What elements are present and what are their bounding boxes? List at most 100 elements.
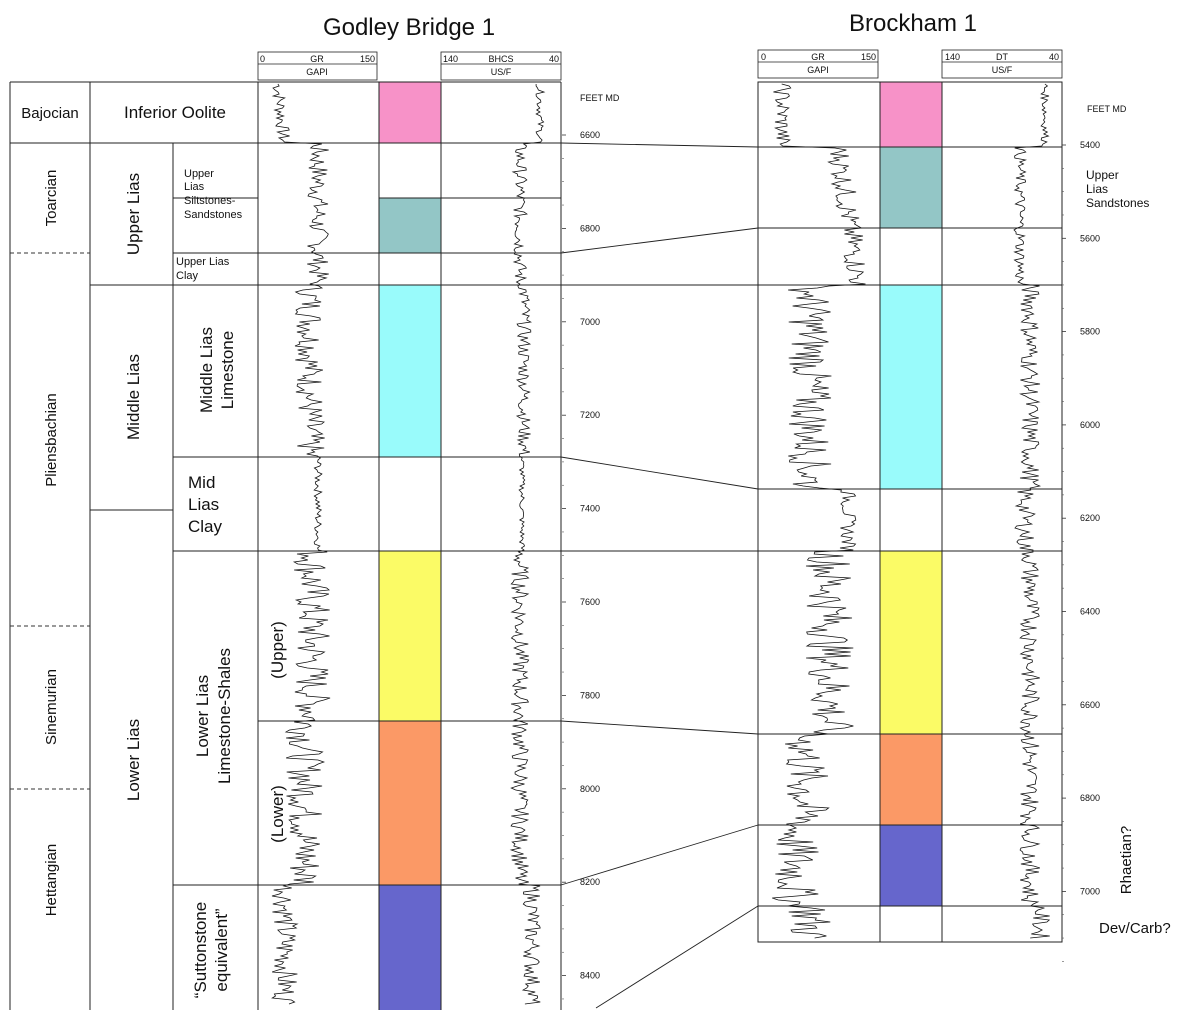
correlation-lines — [560, 142, 759, 1009]
depth-label: 8000 — [580, 784, 600, 794]
stage-pliensbachian: Pliensbachian — [43, 393, 60, 486]
label-dev-carb: Dev/Carb? — [1099, 920, 1171, 937]
depth-label: 7800 — [580, 690, 600, 700]
sonic-curve-right — [1013, 83, 1051, 939]
stage-hettangian: Hettangian — [43, 844, 60, 917]
zone-upper-lias-sandstones-right — [880, 147, 942, 228]
svg-text:Clay: Clay — [176, 270, 199, 282]
svg-text:Middle Lias: Middle Lias — [197, 327, 216, 413]
fm-upper-lias-clay: Upper Lias Clay — [176, 256, 230, 282]
well-title-brockham: Brockham 1 — [849, 10, 977, 37]
svg-text:Sandstones: Sandstones — [184, 209, 243, 221]
zone-inferior-oolite-right — [880, 82, 942, 147]
depth-label: 5800 — [1080, 327, 1100, 337]
group-inferior-oolite: Inferior Oolite — [124, 103, 226, 122]
zone-lower-lias-lower-right — [880, 734, 942, 825]
sonic-unit-right: US/F — [992, 65, 1013, 75]
stage-sinemurian: Sinemurian — [43, 669, 60, 745]
sonic-unit-left: US/F — [491, 67, 512, 77]
depth-label: 5400 — [1080, 140, 1100, 150]
well-title-godley: Godley Bridge 1 — [323, 14, 495, 41]
depth-label: 7000 — [580, 317, 600, 327]
svg-text:equivalent”: equivalent” — [212, 908, 231, 992]
svg-text:Lower Lias: Lower Lias — [193, 675, 212, 757]
sonic-name-left: BHCS — [488, 54, 513, 64]
depth-unit-left: FEET MD — [580, 93, 620, 103]
group-lower-lias: Lower Lias — [124, 719, 143, 801]
depth-labels-left: 6600 6800 7000 7200 7400 7600 7800 8000 8200 8400 — [562, 130, 600, 1000]
depth-label: 7600 — [580, 597, 600, 607]
depth-labels-right: 5400 5600 5800 6000 6200 6400 6600 6800 7000 — [1062, 140, 1100, 962]
depth-label: 7000 — [1080, 886, 1100, 896]
stage-toarcian: Toarcian — [43, 170, 60, 227]
svg-text:Upper: Upper — [184, 168, 214, 180]
svg-text:Siltstones-: Siltstones- — [184, 195, 236, 207]
depth-label: 6000 — [1080, 420, 1100, 430]
left-color-zones — [379, 82, 441, 1010]
svg-text:Limestone-Shales: Limestone-Shales — [215, 648, 234, 784]
svg-text:Lias: Lias — [184, 181, 205, 193]
gr-header-left — [257, 51, 378, 81]
depth-label: 6600 — [580, 130, 600, 140]
depth-label: 8400 — [580, 971, 600, 981]
zone-lower-lias-upper-left — [379, 551, 441, 721]
zone-lower-lias-lower-left — [379, 721, 441, 885]
fm-upper-lias-siltstones: Upper Lias Siltstones- Sandstones — [184, 168, 243, 221]
zone-middle-lias-limestone-left — [379, 285, 441, 457]
sonic-name-right: DT — [996, 52, 1008, 62]
strat-columns — [9, 81, 562, 1010]
gr-min-left: 0 — [260, 54, 265, 64]
svg-text:“Suttonstone: “Suttonstone — [191, 902, 210, 998]
svg-text:Mid: Mid — [188, 473, 215, 492]
depth-label: 6400 — [1080, 607, 1100, 617]
gr-unit-left: GAPI — [306, 67, 328, 77]
sonic-max-left: 40 — [549, 54, 559, 64]
right-color-zones — [880, 82, 942, 906]
stage-dashed-boundaries — [10, 252, 90, 790]
fm-suttonstone: “Suttonstone equivalent” — [191, 902, 231, 998]
svg-text:Lias: Lias — [188, 495, 219, 514]
sonic-header-left — [440, 51, 562, 81]
depth-label: 7400 — [580, 504, 600, 514]
gr-unit-right: GAPI — [807, 65, 829, 75]
gr-curve-right — [772, 83, 866, 939]
fm-lower-lias-upper: (Upper) — [268, 621, 287, 679]
depth-unit-right: FEET MD — [1087, 104, 1127, 114]
gr-curve-left — [271, 83, 331, 1005]
stage-bajocian: Bajocian — [21, 105, 79, 122]
svg-text:Sandstones: Sandstones — [1086, 196, 1149, 210]
zone-suttonstone-left — [379, 885, 441, 1010]
fm-lower-lias-lower: (Lower) — [268, 785, 287, 843]
sonic-curve-left — [509, 84, 546, 1005]
fm-lower-lias: Lower Lias Limestone-Shales — [193, 648, 234, 784]
fm-mid-lias-clay: Mid Lias Clay — [188, 473, 223, 536]
gr-name-left: GR — [310, 54, 324, 64]
sonic-min-right: 140 — [945, 52, 960, 62]
svg-text:Upper Lias: Upper Lias — [176, 256, 230, 268]
svg-text:Clay: Clay — [188, 517, 223, 536]
zone-upper-lias-sandstones-left — [379, 198, 441, 253]
depth-label: 6600 — [1080, 700, 1100, 710]
zone-inferior-oolite-left — [379, 82, 441, 143]
depth-label: 6800 — [1080, 793, 1100, 803]
svg-text:Upper: Upper — [1086, 168, 1119, 182]
depth-label: 8200 — [580, 877, 600, 887]
sonic-header-right — [941, 49, 1063, 79]
zone-middle-lias-limestone-right — [880, 285, 942, 489]
depth-label: 6200 — [1080, 513, 1100, 523]
label-rhaetian: Rhaetian? — [1118, 826, 1135, 894]
group-upper-lias: Upper Lias — [124, 173, 143, 255]
zone-rhaetian-right — [880, 825, 942, 906]
depth-label: 5600 — [1080, 233, 1100, 243]
depth-label: 6800 — [580, 223, 600, 233]
svg-text:Lias: Lias — [1086, 182, 1108, 196]
gr-min-right: 0 — [761, 52, 766, 62]
gr-name-right: GR — [811, 52, 825, 62]
gr-header-right — [757, 49, 879, 79]
fm-middle-lias-limestone: Middle Lias Limestone — [197, 327, 237, 413]
label-upper-lias-sandstones: Upper Lias Sandstones — [1086, 168, 1149, 210]
sonic-min-left: 140 — [443, 54, 458, 64]
svg-text:Limestone: Limestone — [218, 331, 237, 409]
group-middle-lias: Middle Lias — [124, 354, 143, 440]
